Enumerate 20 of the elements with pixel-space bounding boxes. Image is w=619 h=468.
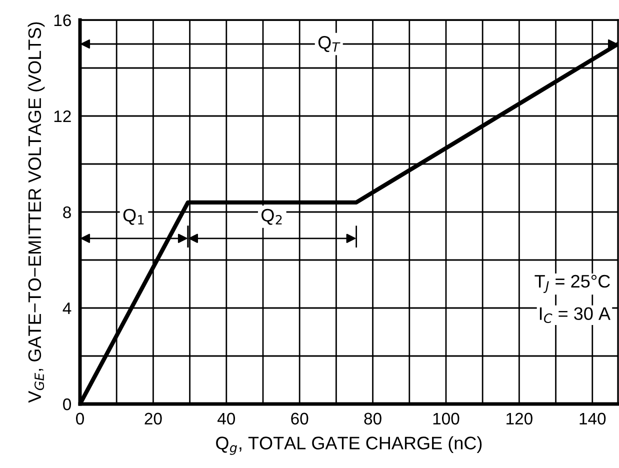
annotation: Q$_{1}$	[123, 208, 144, 225]
x-tick-label: 60	[291, 412, 308, 425]
annotation: Q$_{T}$	[318, 36, 340, 52]
y-tick-label: 12	[54, 110, 71, 122]
y-tick-label: 0	[63, 398, 72, 410]
x-tick-label: 80	[364, 412, 382, 425]
y-tick-label: 4	[62, 302, 72, 314]
annotation: I$_{C}$ = 30 A	[540, 307, 610, 323]
y-axis-title: V$_{GE}$, GATE−TO−EMITTER VOLTAGE (VOLTS)	[28, 22, 45, 403]
x-tick-label: 40	[218, 412, 236, 425]
x-tick-label: 20	[144, 412, 162, 425]
x-tick-label: 100	[433, 412, 460, 425]
x-tick-label: 120	[506, 412, 532, 425]
y-tick-label: 16	[54, 14, 71, 26]
x-axis-title: Q$_{g}$, TOTAL GATE CHARGE (nC)	[216, 436, 482, 455]
annotation: T$_{J}$ = 25°C	[534, 274, 610, 293]
x-tick-label: 0	[76, 412, 84, 425]
annotation: Q$_{2}$	[262, 208, 282, 225]
y-tick-label: 8	[63, 206, 71, 218]
x-tick-label: 140	[580, 412, 606, 425]
